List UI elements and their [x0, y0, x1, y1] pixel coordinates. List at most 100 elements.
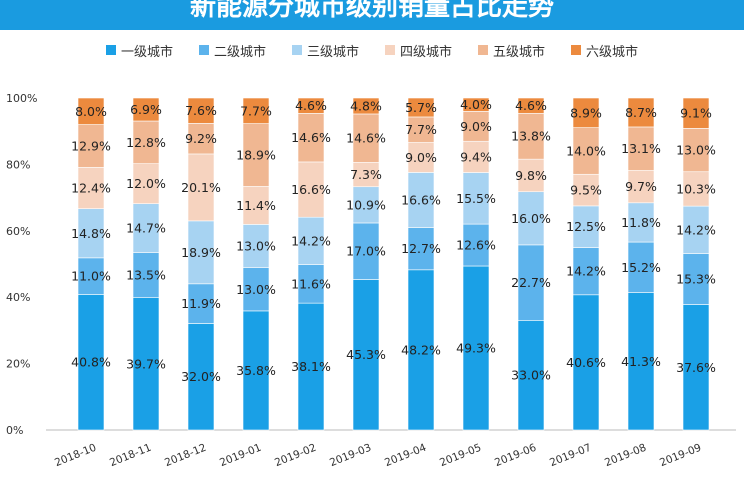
- bar-segment: [627, 97, 655, 128]
- legend-item-5: 六级城市: [571, 40, 638, 60]
- bar-segment: [297, 216, 325, 265]
- x-tick-label: 2018-12: [163, 442, 208, 470]
- bar-segment: [462, 172, 490, 225]
- legend-item-4: 五级城市: [478, 40, 545, 60]
- data-label: 11.0%: [71, 269, 111, 284]
- bar-segment: [407, 97, 435, 118]
- data-label: 39.7%: [126, 356, 166, 371]
- data-label: 13.5%: [126, 268, 166, 283]
- bar-segment: [187, 97, 215, 124]
- data-label: 11.4%: [236, 198, 276, 213]
- data-label: 12.5%: [566, 219, 606, 234]
- data-label: 13.0%: [236, 282, 276, 297]
- data-label: 4.6%: [295, 98, 327, 113]
- data-label: 12.9%: [71, 139, 111, 154]
- x-tick-label: 2019-08: [603, 442, 648, 470]
- data-label: 14.8%: [71, 226, 111, 241]
- data-label: 18.9%: [236, 148, 276, 163]
- bar-segment: [517, 112, 545, 160]
- y-tick-label: 80%: [6, 158, 30, 171]
- data-label: 35.8%: [236, 363, 276, 378]
- bar-segment: [297, 97, 325, 114]
- data-label: 13.0%: [236, 239, 276, 254]
- data-label: 16.6%: [401, 193, 441, 208]
- legend-swatch: [198, 45, 209, 55]
- data-label: 20.1%: [181, 180, 221, 195]
- bar-segment: [242, 123, 270, 187]
- data-label: 16.0%: [511, 211, 551, 226]
- data-label: 14.2%: [566, 264, 606, 279]
- bar-segment: [572, 97, 600, 128]
- data-label: 12.0%: [126, 176, 166, 191]
- bar-segment: [517, 320, 545, 431]
- bar-segment: [572, 294, 600, 431]
- chart-title-banner: 新能源分城市级别销量占比走势: [0, 0, 744, 30]
- legend-label: 三级城市: [306, 44, 359, 60]
- data-label: 5.7%: [405, 100, 437, 115]
- data-label: 15.5%: [456, 191, 496, 206]
- bar-segment: [132, 163, 160, 204]
- data-label: 38.1%: [291, 359, 331, 374]
- bar-segment: [462, 265, 490, 431]
- data-label: 33.0%: [511, 368, 551, 383]
- data-label: 9.5%: [570, 183, 602, 198]
- x-tick-label: 2018-11: [108, 442, 153, 470]
- data-label: 10.3%: [676, 181, 716, 196]
- bar-segment: [462, 140, 490, 173]
- bar-segment: [682, 97, 710, 129]
- bar-segment: [187, 323, 215, 431]
- data-label: 7.6%: [185, 103, 217, 118]
- legend-item-1: 二级城市: [198, 40, 266, 60]
- legend-swatch: [571, 45, 582, 55]
- bar-segment: [352, 97, 380, 115]
- legend-label: 二级城市: [213, 44, 266, 60]
- bar-segment: [682, 128, 710, 173]
- x-tick-label: 2019-09: [658, 442, 703, 470]
- bar-segment: [572, 127, 600, 175]
- data-label: 40.6%: [566, 355, 606, 370]
- data-label: 18.9%: [181, 245, 221, 260]
- data-label: 9.2%: [185, 131, 217, 146]
- legend-item-0: 一级城市: [105, 40, 173, 60]
- data-label: 7.7%: [240, 103, 272, 118]
- data-label: 15.2%: [621, 260, 661, 275]
- data-label: 11.9%: [181, 296, 221, 311]
- data-label: 9.0%: [460, 119, 492, 134]
- bar-segment: [627, 126, 655, 171]
- data-label: 32.0%: [181, 369, 221, 384]
- legend-item-2: 三级城市: [291, 40, 359, 60]
- data-label: 37.6%: [676, 360, 716, 375]
- bar-segment: [627, 241, 655, 293]
- chart-title: 新能源分城市级别销量占比走势: [189, 0, 554, 22]
- data-label: 9.4%: [460, 149, 492, 164]
- bar-segment: [77, 97, 105, 125]
- data-label: 9.7%: [625, 179, 657, 194]
- data-label: 22.7%: [511, 275, 551, 290]
- data-label: 40.8%: [71, 355, 111, 370]
- bar-segment: [462, 97, 490, 112]
- data-label: 13.8%: [511, 129, 551, 144]
- data-label: 9.0%: [405, 150, 437, 165]
- bar-segment: [352, 162, 380, 188]
- bar-segment: [352, 113, 380, 163]
- legend-swatch: [291, 45, 302, 55]
- bar-segment: [242, 224, 270, 268]
- data-label: 14.6%: [346, 131, 386, 146]
- legend-label: 五级城市: [493, 44, 546, 60]
- legend-swatch: [478, 45, 489, 55]
- bar-segment: [187, 123, 215, 155]
- data-label: 49.3%: [456, 340, 496, 355]
- data-label: 41.3%: [621, 354, 661, 369]
- legend-item-3: 四级城市: [385, 40, 452, 60]
- data-label: 14.7%: [126, 221, 166, 236]
- data-label: 48.2%: [401, 342, 441, 357]
- x-tick-label: 2019-04: [383, 442, 428, 470]
- bar-segment: [682, 171, 710, 207]
- data-label: 4.6%: [515, 98, 547, 113]
- bar-segment: [627, 202, 655, 243]
- data-label: 11.6%: [291, 276, 331, 291]
- legend-label: 一级城市: [120, 44, 173, 60]
- data-label: 14.0%: [566, 143, 606, 158]
- data-label: 8.7%: [625, 105, 657, 120]
- bar-segment: [77, 294, 105, 431]
